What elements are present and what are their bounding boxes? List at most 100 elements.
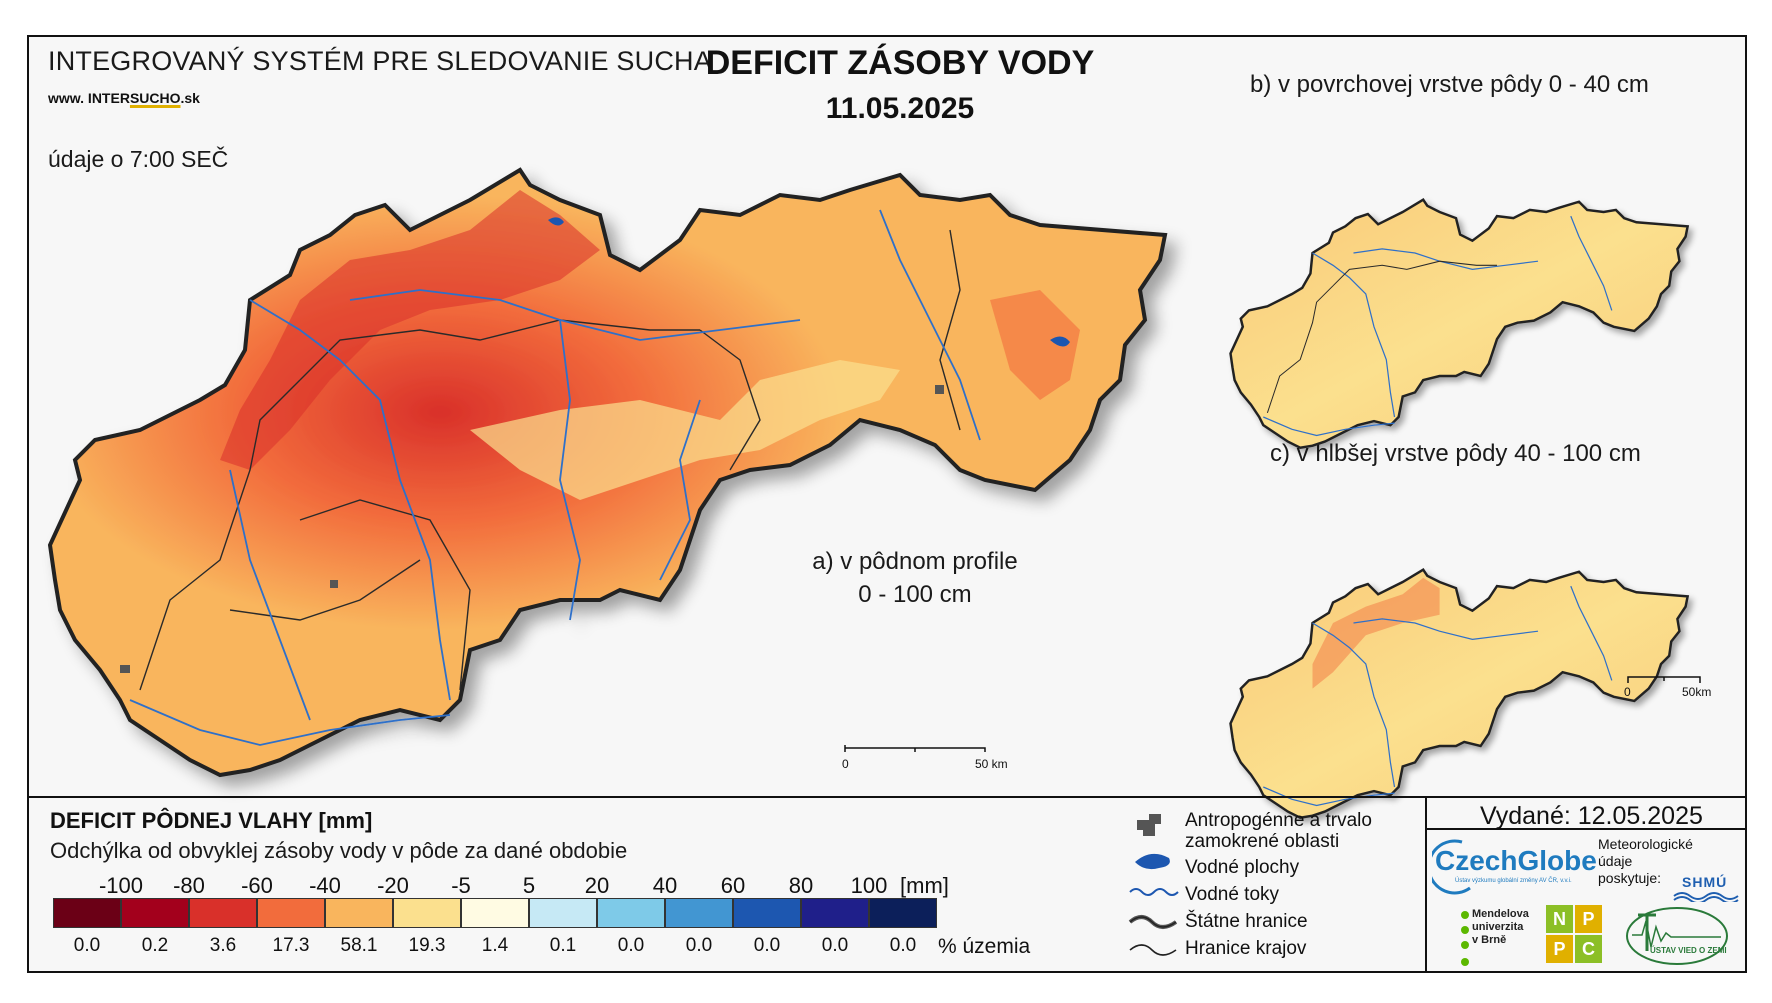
legend-title: DEFICIT PÔDNEJ VLAHY [mm]: [50, 808, 373, 833]
legend-percent-value: 0.0: [73, 935, 101, 956]
mendel-logo: Mendelova univerzita v Brně: [1472, 908, 1529, 947]
legend-swatch: [733, 898, 801, 928]
legend-percent-value: 0.0: [617, 935, 645, 956]
uvz-logo: [1626, 907, 1728, 965]
map-a-label-line2: 0 - 100 cm: [858, 581, 972, 608]
nppc-p2: P: [1546, 935, 1573, 963]
water-body-icon: [1135, 853, 1170, 870]
czechglobe-subtitle: Ústav výzkumu globální změny AV ČR, v.v.…: [1455, 878, 1572, 884]
legend-tick-label: -5: [451, 873, 471, 898]
legend-tick-label: -100: [98, 873, 144, 898]
legend-percent-value: 0.0: [753, 935, 781, 956]
map-c-country: [1229, 568, 1690, 820]
legend-swatch: [393, 898, 461, 928]
symbols-icons: [1128, 814, 1179, 956]
legend-percent-label: % územia: [938, 935, 1031, 958]
map-b-country: [1229, 198, 1690, 450]
map-b: [1229, 198, 1690, 450]
shmu-text: SHMÚ: [1682, 874, 1728, 890]
legend-swatch: [801, 898, 869, 928]
legend-subtitle: Odchýlka od obvyklej zásoby vody v pôde …: [50, 838, 628, 863]
map-c-label: c) v hlbšej vrstve pôdy 40 - 100 cm: [1270, 440, 1641, 467]
legend-percent-value: 19.3: [408, 935, 446, 956]
legend-urban-line1: Antropogénne a trvalo: [1185, 810, 1372, 831]
scale-bar-small: [1627, 676, 1701, 683]
map-a: [47, 167, 1168, 778]
legend-state-border-label: Štátne hranice: [1185, 911, 1308, 932]
map-a-region-borders: [139, 229, 961, 691]
footer-divider-h: [1425, 828, 1747, 830]
map-a-light-zones: [470, 360, 900, 500]
mendel-line1: Mendelova: [1472, 908, 1529, 920]
scale-main-start: 0: [842, 757, 849, 771]
legend-swatch: [461, 898, 529, 928]
nppc-logo: N P P C: [1546, 905, 1602, 963]
data-time-note: údaje o 7:00 SEČ: [48, 146, 229, 172]
legend-tick-label: -40: [309, 873, 341, 898]
legend-percent-value: 0.0: [685, 935, 713, 956]
legend-percent-value: 58.1: [340, 935, 378, 956]
mendel-dots-icon: [1461, 911, 1469, 966]
scale-small-end: 50km: [1682, 685, 1712, 699]
mendel-line2: univerzita: [1472, 921, 1524, 933]
nppc-c: C: [1575, 935, 1602, 963]
legend-unit: [mm]: [900, 873, 949, 898]
legend-percent-value: 0.2: [141, 935, 169, 956]
legend-swatch: [665, 898, 733, 928]
legend-tick-label: 40: [652, 873, 678, 898]
map-a-water-body-orava: [548, 217, 564, 226]
footer-divider: [1425, 796, 1427, 973]
state-border-icon-inner: [1129, 916, 1177, 928]
scale-bar-main: [844, 745, 986, 752]
legend-tick-label: -20: [377, 873, 409, 898]
legend-swatch: [869, 898, 937, 928]
legend-tick-label: -80: [173, 873, 205, 898]
legend-tick-label: 5: [522, 873, 536, 898]
legend-tick-label: 80: [788, 873, 814, 898]
shmu-logo: SHMÚ: [1672, 868, 1742, 904]
map-date: 11.05.2025: [825, 92, 975, 125]
czechglobe-logo: [1432, 839, 1471, 895]
uvz-text: ÚSTAV VIED O ZEMI: [1650, 946, 1727, 955]
map-b-label: b) v povrchovej vrstve pôdy 0 - 40 cm: [1250, 71, 1649, 98]
legend-percent-value: 17.3: [272, 935, 310, 956]
legend-swatch: [121, 898, 189, 928]
region-border-icon: [1129, 944, 1177, 956]
map-a-water-body: [1050, 336, 1070, 347]
legend-swatch: [257, 898, 325, 928]
map-a-deficit-hotspot: [220, 190, 600, 470]
legend-river-label: Vodné toky: [1185, 884, 1280, 905]
meteo-line2: údaje: [1598, 853, 1633, 869]
map-title: DEFICIT ZÁSOBY VODY: [705, 44, 1095, 82]
mendel-line3: v Brně: [1472, 934, 1507, 946]
river-icon: [1129, 888, 1179, 896]
urban-area-icon: [1137, 814, 1161, 836]
legend-tick-label: 100: [850, 873, 888, 898]
map-c: [1229, 568, 1690, 820]
legend-water-label: Vodné plochy: [1185, 857, 1300, 878]
czechglobe-name: CzechGlobe: [1435, 845, 1597, 876]
legend-region-border-label: Hranice krajov: [1185, 938, 1307, 959]
legend-band: [27, 796, 1747, 973]
legend-urban-line2: zamokrené oblasti: [1185, 831, 1340, 852]
map-a-label: a) v pôdnom profile 0 - 100 cm: [790, 545, 1040, 611]
legend-percent-value: 1.4: [481, 935, 509, 956]
legend-tick-label: 60: [720, 873, 746, 898]
meteo-line3: poskytuje:: [1598, 870, 1662, 886]
website-link[interactable]: www. INTERSUCHO.sk: [48, 90, 200, 106]
legend-swatch: [325, 898, 393, 928]
map-a-label-line1: a) v pôdnom profile: [812, 548, 1018, 575]
legend-swatch: [189, 898, 257, 928]
legend-tick-label: 20: [584, 873, 610, 898]
legend-swatch: [529, 898, 597, 928]
legend-percent-value: 0.0: [889, 935, 917, 956]
legend-swatch: [597, 898, 665, 928]
meteo-provider-label: Meteorologické údaje poskytuje:: [1598, 836, 1693, 887]
map-a-deficit-east: [990, 290, 1080, 400]
legend-swatch: [53, 898, 121, 928]
system-title: INTEGROVANÝ SYSTÉM PRE SLEDOVANIE SUCHA: [48, 46, 712, 76]
legend-percent-value: 3.6: [209, 935, 237, 956]
legend-urban-label: Antropogénne a trvalo zamokrené oblasti: [1185, 810, 1372, 852]
nppc-p1: P: [1575, 905, 1602, 933]
